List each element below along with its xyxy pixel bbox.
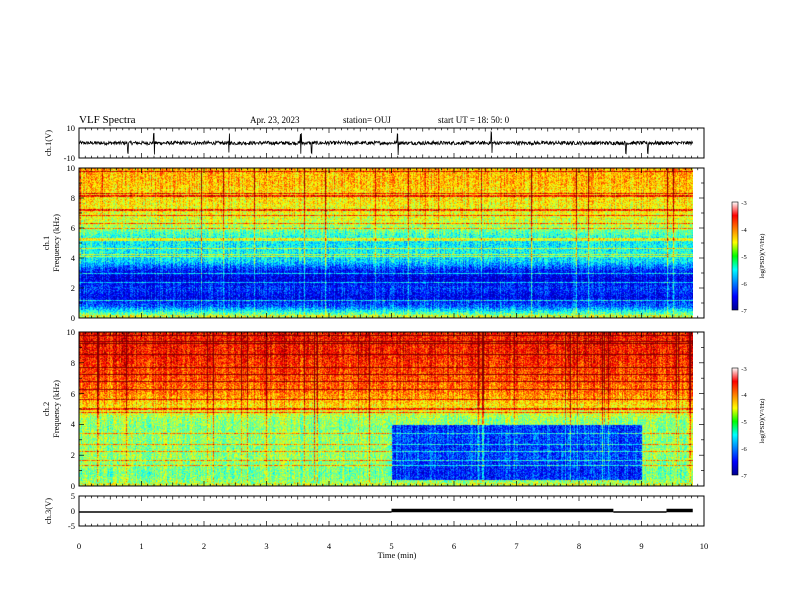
time-tick-label: 2 [202, 541, 206, 551]
cb2-tick-5: -5 [741, 419, 746, 426]
cb2-tick-3: -3 [741, 366, 746, 373]
ch2-freq-tick-4: 4 [71, 419, 76, 429]
time-tick-label: 4 [327, 541, 332, 551]
panel-ch3-signal: 5 0 -5 ch.3(V) [43, 491, 705, 531]
time-tick-label: 9 [639, 541, 643, 551]
header-station: station= OUJ [343, 115, 391, 125]
ch3-time-ticks [78, 496, 705, 526]
ch2-freq-tick-6: 6 [71, 389, 75, 399]
ch2-freq-tick-10: 10 [67, 327, 76, 337]
ch1-freq-tick-2: 2 [71, 283, 75, 293]
cb2-value-label: log(PSD)(V²/Hz) [759, 399, 766, 444]
cb1-tick-3: -3 [741, 200, 746, 207]
cb1-tick-4: -4 [741, 227, 747, 234]
ch2-colorbar: -3 -4 -5 -6 -7 log(PSD)(V²/Hz) [731, 366, 766, 480]
cb1-tick-6: -6 [741, 281, 747, 288]
ch1-freq-tick-4: 4 [71, 253, 76, 263]
ch2-freq-tick-8: 8 [71, 358, 75, 368]
header-date: Apr. 23, 2023 [250, 115, 300, 125]
panel-ch1-waveform: 10 -10 ch.1(V) [43, 123, 705, 163]
ch3-ytick-0: 0 [71, 506, 75, 516]
ch3-ytick-5: 5 [71, 491, 75, 501]
ch1-ytick-top: 10 [67, 123, 76, 133]
time-tick-label: 10 [700, 541, 709, 551]
figure-title: VLF Spectra [79, 114, 136, 126]
cb1-tick-7: -7 [741, 308, 747, 315]
ch1-spectrogram-ticks [78, 167, 705, 319]
panel-ch2-spectrogram: 0 2 4 6 8 10 ch.2Frequency (kHz) [41, 327, 705, 491]
cb1-tick-5: -5 [741, 254, 746, 261]
ch1-colorbar: -3 -4 -5 -6 -7 log(PSD)(V²/Hz) [731, 200, 766, 315]
ch1-freq-tick-0: 0 [71, 313, 75, 323]
ch1-freq-ylabel: ch.1Frequency (kHz) [41, 214, 61, 272]
ch2-freq-tick-2: 2 [71, 450, 75, 460]
ch3-ylabel: ch.3(V) [43, 498, 53, 524]
header-start-time: start UT = 18: 50: 0 [438, 115, 510, 125]
time-tick-label: 1 [139, 541, 143, 551]
time-axis-label: Time (min) [378, 550, 417, 560]
ch1-waveform-line [79, 130, 694, 156]
ch2-spectrogram-ticks [78, 331, 705, 487]
ch3-ytick-neg5: -5 [68, 521, 75, 531]
panel-ch1-spectrogram: 0 2 4 6 8 10 ch.1Frequency (kHz) [41, 163, 705, 323]
ch3-signal-line [79, 508, 693, 513]
ch1-ytick-bottom: -10 [64, 153, 75, 163]
time-tick-label: 7 [514, 541, 518, 551]
ch2-spectrogram-image [79, 332, 693, 486]
time-tick-label: 6 [452, 541, 456, 551]
cb2-tick-7: -7 [741, 473, 747, 480]
time-tick-label: 5 [389, 541, 393, 551]
ch1-freq-tick-10: 10 [67, 163, 76, 173]
cb2-tick-6: -6 [741, 446, 747, 453]
cb1-value-label: log(PSD)(V²/Hz) [759, 234, 766, 279]
ch1-spectrogram-image [79, 168, 693, 318]
ch1-freq-tick-8: 8 [71, 193, 75, 203]
time-tick-label: 0 [77, 541, 81, 551]
ch1-time-ticks [78, 128, 705, 158]
ch1-ylabel: ch.1(V) [43, 130, 53, 156]
time-tick-label: 3 [264, 541, 268, 551]
ch2-freq-tick-0: 0 [71, 481, 75, 491]
ch1-freq-tick-6: 6 [71, 223, 75, 233]
time-axis-tick-labels: 0 1 2 3 4 5 6 7 8 9 10 [77, 541, 708, 551]
cb2-tick-4: -4 [741, 392, 747, 399]
ch2-freq-ylabel: ch.2Frequency (kHz) [41, 380, 61, 438]
time-tick-label: 8 [577, 541, 581, 551]
